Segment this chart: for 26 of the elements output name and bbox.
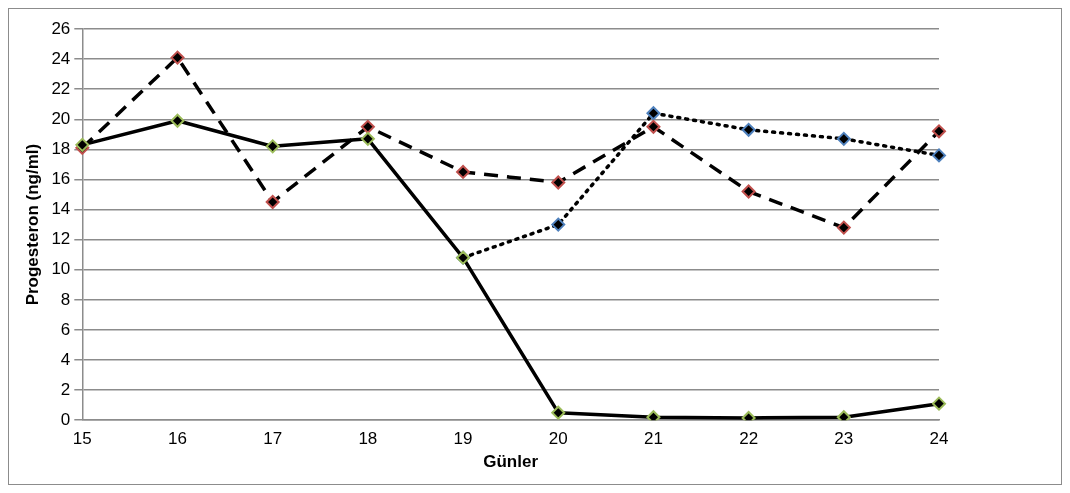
- y-tick-label: 10: [51, 259, 71, 279]
- x-tick-label: 23: [834, 429, 854, 449]
- x-tick-label: 15: [72, 429, 92, 449]
- x-tick-label: 21: [643, 429, 663, 449]
- x-tick-label: 20: [548, 429, 568, 449]
- y-tick-label: 6: [60, 319, 71, 339]
- y-axis-title: Progesteron (ng/ml): [22, 143, 42, 306]
- x-axis-title: Günler: [483, 452, 539, 472]
- y-tick-label: 16: [51, 169, 71, 189]
- y-tick-label: 18: [51, 139, 71, 159]
- y-tick-label: 24: [51, 48, 71, 68]
- y-tick-label: 14: [51, 199, 71, 219]
- y-tick-label: 20: [51, 108, 71, 128]
- y-tick-label: 22: [51, 78, 71, 98]
- x-tick-label: 18: [358, 429, 378, 449]
- y-tick-label: 12: [51, 229, 71, 249]
- x-tick-label: 19: [453, 429, 473, 449]
- x-tick-label: 24: [929, 429, 949, 449]
- y-tick-label: 26: [51, 18, 71, 38]
- x-tick-label: 17: [263, 429, 283, 449]
- x-tick-label: 22: [739, 429, 759, 449]
- y-tick-label: 2: [60, 379, 71, 399]
- y-tick-label: 4: [60, 349, 71, 369]
- y-tick-label: 0: [60, 409, 71, 429]
- y-tick-label: 8: [60, 289, 71, 309]
- x-tick-label: 16: [168, 429, 187, 449]
